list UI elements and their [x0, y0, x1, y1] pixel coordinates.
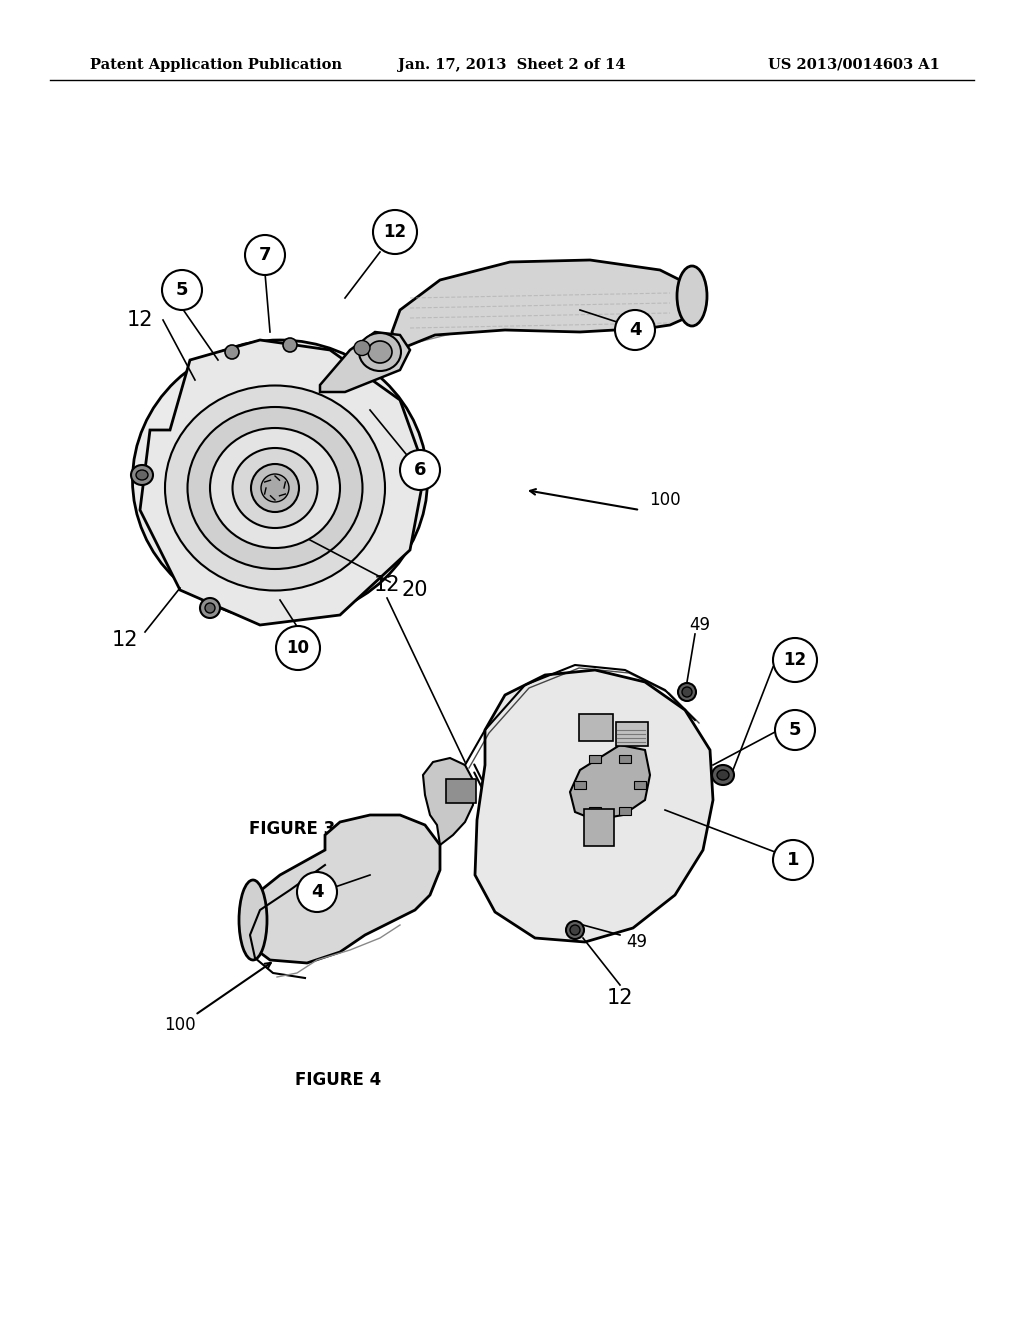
Text: US 2013/0014603 A1: US 2013/0014603 A1 — [768, 58, 940, 73]
Polygon shape — [392, 260, 695, 350]
FancyBboxPatch shape — [579, 714, 613, 741]
Text: 5: 5 — [788, 721, 801, 739]
Text: 12: 12 — [112, 630, 138, 649]
Ellipse shape — [210, 428, 340, 548]
Text: 49: 49 — [689, 616, 711, 634]
Ellipse shape — [570, 925, 580, 935]
Ellipse shape — [712, 766, 734, 785]
Text: 12: 12 — [383, 223, 407, 242]
Text: 12: 12 — [783, 651, 807, 669]
Polygon shape — [589, 755, 601, 763]
Ellipse shape — [239, 880, 267, 960]
Circle shape — [775, 710, 815, 750]
Circle shape — [245, 235, 285, 275]
Ellipse shape — [205, 603, 215, 612]
Ellipse shape — [132, 341, 427, 620]
Text: 12: 12 — [374, 576, 400, 595]
Polygon shape — [319, 333, 410, 392]
Text: 5: 5 — [176, 281, 188, 300]
Ellipse shape — [261, 474, 289, 502]
Text: 4: 4 — [310, 883, 324, 902]
Circle shape — [615, 310, 655, 350]
Text: 12: 12 — [607, 987, 633, 1008]
Polygon shape — [245, 814, 440, 964]
Polygon shape — [423, 758, 473, 845]
Ellipse shape — [354, 341, 370, 355]
Ellipse shape — [136, 470, 148, 480]
Ellipse shape — [251, 465, 299, 512]
Ellipse shape — [232, 447, 317, 528]
Ellipse shape — [165, 385, 385, 590]
Text: 20: 20 — [401, 579, 428, 601]
Ellipse shape — [368, 341, 392, 363]
Ellipse shape — [678, 682, 696, 701]
Text: Jan. 17, 2013  Sheet 2 of 14: Jan. 17, 2013 Sheet 2 of 14 — [398, 58, 626, 73]
Ellipse shape — [717, 770, 729, 780]
Text: 100: 100 — [649, 491, 681, 510]
Text: FIGURE 3: FIGURE 3 — [249, 820, 335, 838]
Ellipse shape — [283, 338, 297, 352]
Polygon shape — [140, 341, 425, 624]
Ellipse shape — [187, 407, 362, 569]
Ellipse shape — [359, 333, 401, 371]
Text: 49: 49 — [627, 933, 647, 950]
Circle shape — [276, 626, 319, 671]
Ellipse shape — [225, 345, 239, 359]
Circle shape — [773, 638, 817, 682]
Text: Patent Application Publication: Patent Application Publication — [90, 58, 342, 73]
Text: FIGURE 4: FIGURE 4 — [295, 1071, 381, 1089]
Ellipse shape — [566, 921, 584, 939]
Polygon shape — [589, 807, 601, 814]
FancyBboxPatch shape — [584, 809, 614, 846]
Text: 12: 12 — [127, 310, 154, 330]
Text: 10: 10 — [287, 639, 309, 657]
Text: 6: 6 — [414, 461, 426, 479]
Polygon shape — [574, 781, 586, 789]
Ellipse shape — [677, 267, 707, 326]
Polygon shape — [570, 744, 650, 820]
Circle shape — [400, 450, 440, 490]
Text: 100: 100 — [164, 1016, 196, 1034]
Text: 1: 1 — [786, 851, 800, 869]
Polygon shape — [618, 807, 631, 814]
Circle shape — [162, 271, 202, 310]
Ellipse shape — [200, 598, 220, 618]
Circle shape — [373, 210, 417, 253]
Circle shape — [297, 873, 337, 912]
Text: 4: 4 — [629, 321, 641, 339]
FancyBboxPatch shape — [616, 722, 648, 746]
FancyBboxPatch shape — [446, 779, 476, 803]
Ellipse shape — [682, 686, 692, 697]
Polygon shape — [618, 755, 631, 763]
Polygon shape — [634, 781, 646, 789]
Text: 7: 7 — [259, 246, 271, 264]
Polygon shape — [475, 671, 713, 942]
Ellipse shape — [131, 465, 153, 484]
Circle shape — [773, 840, 813, 880]
